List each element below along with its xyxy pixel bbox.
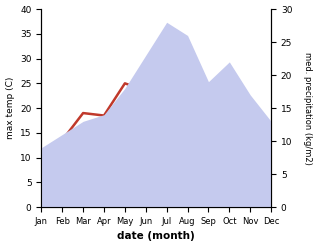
- Y-axis label: med. precipitation (kg/m2): med. precipitation (kg/m2): [303, 52, 313, 165]
- X-axis label: date (month): date (month): [117, 231, 195, 242]
- Y-axis label: max temp (C): max temp (C): [5, 77, 15, 139]
